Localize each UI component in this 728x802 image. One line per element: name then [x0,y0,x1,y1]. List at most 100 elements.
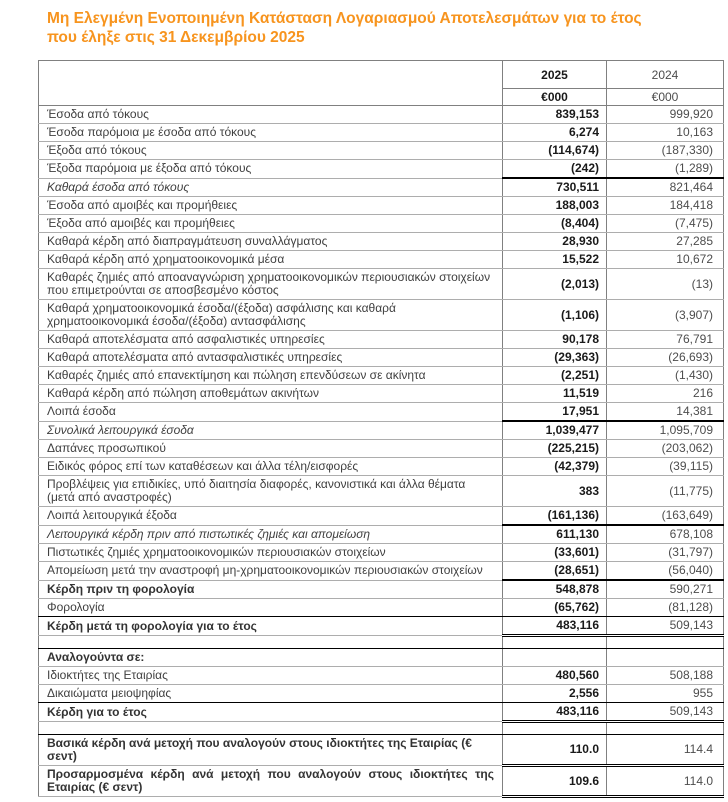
value-2024: 76,791 [606,330,724,349]
row-label: Συνολικά λειτουργικά έσοδα [38,421,503,440]
value-2025: 383 [502,475,607,507]
table-row: Βασικά κέρδη ανά μετοχή που αναλογούν στ… [38,734,724,767]
row-label: Κέρδη πριν τη φορολογία [38,580,503,599]
value-2025: 548,878 [502,580,607,599]
row-label: Κέρδη για το έτος [38,702,503,722]
value-2024: (13) [606,268,724,300]
column-header-2024: 2024 [606,60,724,89]
value-2025: 730,511 [502,178,607,197]
value-2025: (2,251) [502,366,607,385]
table-row: Καθαρά κέρδη από διαπραγμάτευση συναλλάγ… [38,232,724,251]
value-2025: 483,116 [502,702,607,723]
value-2025: (33,601) [502,543,607,562]
value-2024: (1,430) [606,366,724,385]
row-label: Απομείωση μετά την αναστροφή μη-χρηματοο… [38,561,503,581]
value-2025: (8,404) [502,214,607,233]
income-statement-table: 2025 2024 €000 €000 Έσοδα από τόκους 839,… [38,60,724,798]
value-2024: (31,797) [606,543,724,562]
row-label: Καθαρές ζημιές από αποαναγνώριση χρηματο… [38,268,503,300]
value-2024: (26,693) [606,348,724,367]
value-2025 [502,635,607,649]
row-label: Έξοδα παρόμοια με έξοδα από τόκους [38,159,503,179]
value-2025: 188,003 [502,196,607,215]
table-row: Προβλέψεις για επιδικίες, υπό διαιτησία … [38,475,724,507]
value-2024: 821,464 [606,178,724,197]
column-header-2025: 2025 [502,60,607,89]
value-2025: 2,556 [502,684,607,703]
value-2025: (28,651) [502,561,607,581]
value-2025: 839,153 [502,105,607,124]
table-row: Έξοδα παρόμοια με έξοδα από τόκους (242)(… [38,159,724,179]
row-label: Έξοδα από τόκους [38,141,503,160]
table-row: Δαπάνες προσωπικού (225,215) (203,062) [38,439,724,458]
table-row: Καθαρά αποτελέσματα από ασφαλιστικές υπη… [38,330,724,349]
value-2024: (7,475) [606,214,724,233]
spacer-row [38,721,724,735]
value-2025: 611,130 [502,525,607,544]
value-2024: (3,907) [606,299,724,331]
row-label: Λοιπά λειτουργικά έξοδα [38,506,503,526]
row-label: Φορολογία [38,598,503,617]
table-row: Έσοδα από τόκους 839,153 999,920 [38,105,724,124]
table-body: Έσοδα από τόκους 839,153 999,920 Έσοδα παρό… [38,105,724,798]
table-row: Φορολογία (65,762) (81,128) [38,598,724,617]
table-row: Καθαρές ζημιές από αποαναγνώριση χρηματο… [38,268,724,300]
page-title-line1: Μη Ελεγμένη Ενοποιημένη Κατάσταση Λογαρι… [47,10,642,27]
row-label: Δαπάνες προσωπικού [38,439,503,458]
table-row: Έσοδα παρόμοια με έσοδα από τόκους 6,274 1… [38,123,724,142]
value-2024: 10,672 [606,250,724,269]
row-label: Καθαρά χρηματοοικονομικά έσοδα/(έξοδα) α… [38,299,503,331]
table-row: Κέρδη μετά τη φορολογία για το έτος 483,1… [38,616,724,637]
value-2024: 184,418 [606,196,724,215]
table-row: Κέρδη πριν τη φορολογία 548,878 590,271 [38,580,724,599]
value-2024: 114.0 [606,765,724,798]
value-2025: 90,178 [502,330,607,349]
row-label: Καθαρά έσοδα από τόκους [38,178,503,197]
value-2025: (2,013) [502,268,607,300]
row-label: Προσαρμοσμένα κέρδη ανά μετοχή που αναλο… [38,765,503,797]
table-row: Καθαρές ζημιές από επανεκτίμηση και πώλη… [38,366,724,385]
value-2024: 999,920 [606,105,724,124]
row-label: Ιδιοκτήτες της Εταιρίας [38,666,503,685]
value-2024: 114.4 [606,734,724,767]
row-label: Λειτουργικά κέρδη πριν από πιστωτικές ζη… [38,525,503,544]
value-2024: 590,271 [606,580,724,599]
value-2025: 1,039,477 [502,421,607,440]
value-2025: 483,116 [502,616,607,637]
table-row: Καθαρά κέρδη από χρηματοοικονομικά μέσα 1… [38,250,724,269]
value-2024 [606,721,724,735]
row-label: Καθαρά κέρδη από πώληση αποθεμάτων ακινή… [38,384,503,403]
value-2025: 110.0 [502,734,607,767]
value-2025: 17,951 [502,402,607,422]
value-2025 [502,648,607,667]
header-empty-cell [38,88,503,106]
row-label: Καθαρά αποτελέσματα από αντασφαλιστικές … [38,348,503,367]
table-row: Συνολικά λειτουργικά έσοδα 1,039,477 1,095… [38,421,724,440]
unit-header-row: €000 €000 [38,88,724,106]
page-title: Μη Ελεγμένη Ενοποιημένη Κατάσταση Λογαρι… [47,9,692,47]
value-2024 [606,635,724,649]
document-page: Μη Ελεγμένη Ενοποιημένη Κατάσταση Λογαρι… [0,9,728,802]
table-row: Καθαρά έσοδα από τόκους 730,511 821,464 [38,178,724,197]
value-2025: (225,215) [502,439,607,458]
row-label: Αναλογούντα σε: [38,648,503,667]
value-2024: 678,108 [606,525,724,544]
row-label: Κέρδη μετά τη φορολογία για το έτος [38,616,503,636]
header-empty-cell [39,61,503,89]
table-row: Πιστωτικές ζημιές χρηματοοικονομικών περ… [38,543,724,562]
row-label: Βασικά κέρδη ανά μετοχή που αναλογούν στ… [38,734,503,766]
row-label: Καθαρές ζημιές από επανεκτίμηση και πώλη… [38,366,503,385]
row-label [38,721,503,735]
year-header-row: 2025 2024 [39,60,724,89]
value-2025: (29,363) [502,348,607,367]
value-2024: 1,095,709 [606,421,724,440]
unit-header-2024: €000 [606,88,724,106]
row-label [38,635,503,649]
value-2025: 11,519 [502,384,607,403]
row-label: Έσοδα από τόκους [38,105,503,124]
table-row: Κέρδη για το έτος 483,116 509,143 [38,702,724,723]
value-2024: (56,040) [606,561,724,581]
table-row: Έξοδα από τόκους (114,674) (187,330) [38,141,724,160]
value-2025: (65,762) [502,598,607,617]
value-2024 [606,648,724,667]
